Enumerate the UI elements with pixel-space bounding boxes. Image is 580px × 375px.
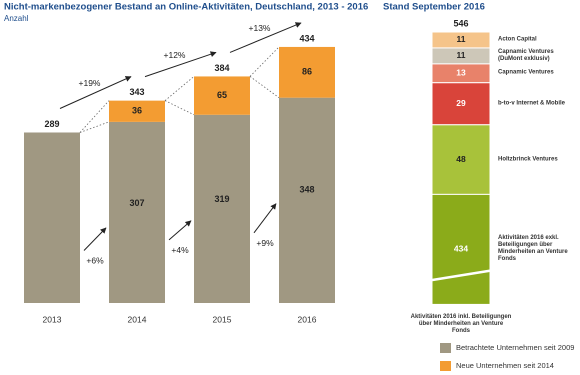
axis-break <box>429 269 493 282</box>
total-label: 343 <box>129 87 144 97</box>
value-label: 13 <box>456 68 466 78</box>
bar-segment <box>431 193 491 305</box>
bar-segment <box>431 82 491 126</box>
growth-arrow <box>168 220 192 241</box>
chart-title: Nicht-markenbezogener Bestand an Online-… <box>4 2 368 13</box>
growth-arrow <box>59 76 132 109</box>
segment-label: Capnamic Ventures <box>498 69 554 76</box>
chart-subtitle: Anzahl <box>4 14 29 23</box>
growth-arrow <box>83 227 107 251</box>
value-label: 319 <box>214 194 229 204</box>
value-label: 29 <box>456 98 466 108</box>
legend-swatch <box>440 343 451 353</box>
bar <box>194 76 250 115</box>
bar <box>279 97 335 304</box>
total-label: 434 <box>299 33 314 43</box>
x-tick-label: Aktivitäten 2016 inkl. Beteiligungen übe… <box>410 314 512 334</box>
growth-label: +13% <box>249 23 271 33</box>
growth-label: +4% <box>171 245 189 255</box>
total-label: 289 <box>44 119 59 129</box>
x-tick-label: 2015 <box>213 314 232 324</box>
growth-label: +6% <box>86 256 104 266</box>
value-label: 11 <box>457 34 466 44</box>
value-label: 36 <box>132 106 142 116</box>
value-label: 48 <box>456 154 466 164</box>
value-label: 307 <box>129 198 144 208</box>
growth-label: +9% <box>256 238 274 248</box>
value-label: 434 <box>454 244 468 254</box>
chart-title: Stand September 2016 <box>383 2 485 13</box>
growth-arrow <box>144 51 217 78</box>
connector <box>164 76 195 101</box>
value-label: 65 <box>217 90 227 100</box>
x-tick-label: 2013 <box>43 314 62 324</box>
bar <box>194 114 250 303</box>
growth-label: +12% <box>164 50 186 60</box>
legend-swatch <box>440 361 451 371</box>
segment-label: Aktivitäten 2016 exkl. Beteiligungen übe… <box>498 235 568 263</box>
value-label: 11 <box>457 50 466 60</box>
growth-label: +19% <box>79 78 101 88</box>
segment-label: Holtzbrinck Ventures <box>498 156 558 163</box>
connector <box>79 121 110 133</box>
x-tick-label: 2014 <box>128 314 147 324</box>
bar <box>279 46 335 98</box>
connector <box>164 100 195 116</box>
segment-label: b-to-v Internet & Mobile <box>498 100 565 107</box>
segment-label: Acton Capital <box>498 36 537 43</box>
value-label: 348 <box>299 184 314 194</box>
segment-label: Capnamic Ventures (DuMont exklusiv) <box>498 48 554 62</box>
value-label: 86 <box>302 67 312 77</box>
total-label: 384 <box>214 63 229 73</box>
bar <box>109 121 165 304</box>
growth-arrow <box>253 203 277 234</box>
bar <box>109 100 165 122</box>
legend-label: Betrachtete Unternehmen seit 2009 <box>456 343 574 352</box>
bar <box>24 132 80 303</box>
connector <box>249 76 280 99</box>
total-label: 546 <box>453 18 468 28</box>
connector <box>79 100 110 133</box>
connector <box>249 46 280 77</box>
x-tick-label: 2016 <box>298 314 317 324</box>
legend-label: Neue Unternehmen seit 2014 <box>456 361 554 370</box>
growth-arrow <box>229 22 302 53</box>
